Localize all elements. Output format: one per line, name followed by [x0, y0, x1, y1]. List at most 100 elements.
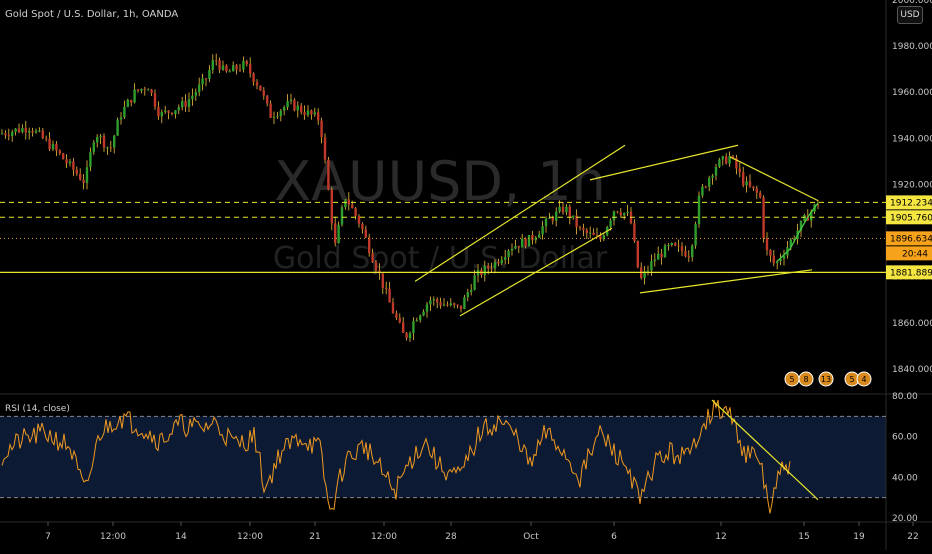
- event-badge: 13: [818, 371, 834, 387]
- candle: [391, 302, 395, 314]
- candle: [126, 99, 129, 107]
- candle: [466, 292, 469, 298]
- candle: [92, 142, 95, 153]
- time-tick-label: Oct: [523, 532, 539, 542]
- candle: [694, 224, 697, 246]
- candle: [398, 317, 401, 323]
- candle: [310, 110, 313, 115]
- candle: [470, 289, 473, 293]
- countdown-tag: [886, 246, 932, 261]
- candle: [575, 215, 578, 228]
- candle: [731, 156, 735, 158]
- candle: [769, 250, 772, 256]
- candle: [412, 321, 415, 334]
- currency-button[interactable]: USD: [897, 6, 923, 24]
- candle: [167, 110, 170, 113]
- candle: [160, 111, 163, 117]
- candle: [344, 199, 347, 208]
- candle: [810, 211, 813, 221]
- candle: [742, 172, 745, 186]
- candle: [650, 261, 653, 271]
- candle: [660, 253, 663, 258]
- candle: [320, 120, 323, 138]
- candle: [249, 63, 252, 74]
- candle: [762, 197, 765, 238]
- candle: [755, 188, 758, 193]
- candle: [150, 89, 153, 94]
- candle: [364, 229, 367, 238]
- candle: [779, 258, 782, 262]
- candle: [7, 135, 10, 137]
- candle: [334, 223, 337, 244]
- trendline: [414, 144, 626, 282]
- candle: [327, 159, 330, 190]
- candle: [65, 159, 68, 164]
- candle: [500, 259, 503, 264]
- candle: [130, 99, 133, 103]
- time-tick-label: 12:00: [371, 532, 397, 542]
- candle: [194, 92, 197, 96]
- price-level-tag: 1905.760: [886, 210, 932, 225]
- time-tick-label: 12:00: [237, 532, 263, 542]
- candle: [510, 248, 514, 251]
- candle: [300, 105, 303, 113]
- candle: [667, 245, 670, 247]
- trendline: [459, 227, 613, 317]
- candle: [419, 315, 422, 321]
- price-level-tag-label: 1881.889: [890, 268, 932, 278]
- candle: [191, 95, 194, 100]
- candle: [157, 106, 160, 117]
- candle: [133, 89, 136, 103]
- candle: [306, 110, 310, 116]
- candle: [177, 107, 180, 111]
- candle: [21, 127, 24, 133]
- candle: [446, 304, 449, 306]
- price-tick-label: 1920.000: [892, 180, 932, 190]
- candle: [691, 245, 694, 258]
- candle: [517, 245, 520, 248]
- candle: [507, 250, 510, 258]
- candle: [11, 131, 14, 137]
- candle: [602, 235, 605, 240]
- price-level-tag: 1912.234: [886, 195, 932, 210]
- candle: [221, 65, 225, 70]
- candle: [279, 110, 282, 116]
- candle: [96, 137, 99, 143]
- event-badge: 8: [798, 371, 814, 387]
- candle: [609, 220, 612, 227]
- candle: [395, 313, 398, 318]
- candle: [483, 265, 486, 276]
- rsi-line: [1, 399, 791, 514]
- candle: [718, 159, 721, 167]
- candle: [626, 211, 629, 214]
- candle: [255, 82, 259, 86]
- candle: [340, 207, 344, 225]
- candle: [677, 245, 680, 247]
- candle: [623, 213, 626, 216]
- candle: [361, 223, 364, 230]
- candle: [218, 60, 221, 70]
- candle: [82, 179, 85, 184]
- candle: [79, 173, 82, 180]
- price-tick-label: 1840.000: [892, 365, 932, 375]
- candle: [674, 243, 677, 246]
- watermark-description: Gold Spot / U.S. Dollar: [273, 241, 608, 276]
- candle: [422, 311, 425, 316]
- candle: [721, 156, 724, 160]
- candle: [439, 302, 442, 306]
- time-tick-label: 22: [907, 532, 918, 542]
- candle: [215, 60, 218, 62]
- candle: [368, 237, 371, 254]
- candle: [704, 186, 707, 188]
- candle: [0, 133, 4, 135]
- candle: [313, 112, 316, 115]
- rsi-trendline: [711, 399, 819, 501]
- candle: [238, 69, 242, 71]
- candle: [548, 217, 551, 219]
- candle: [252, 73, 255, 83]
- time-tick-label: 6: [611, 532, 617, 542]
- candle: [680, 246, 684, 252]
- candle: [136, 89, 140, 91]
